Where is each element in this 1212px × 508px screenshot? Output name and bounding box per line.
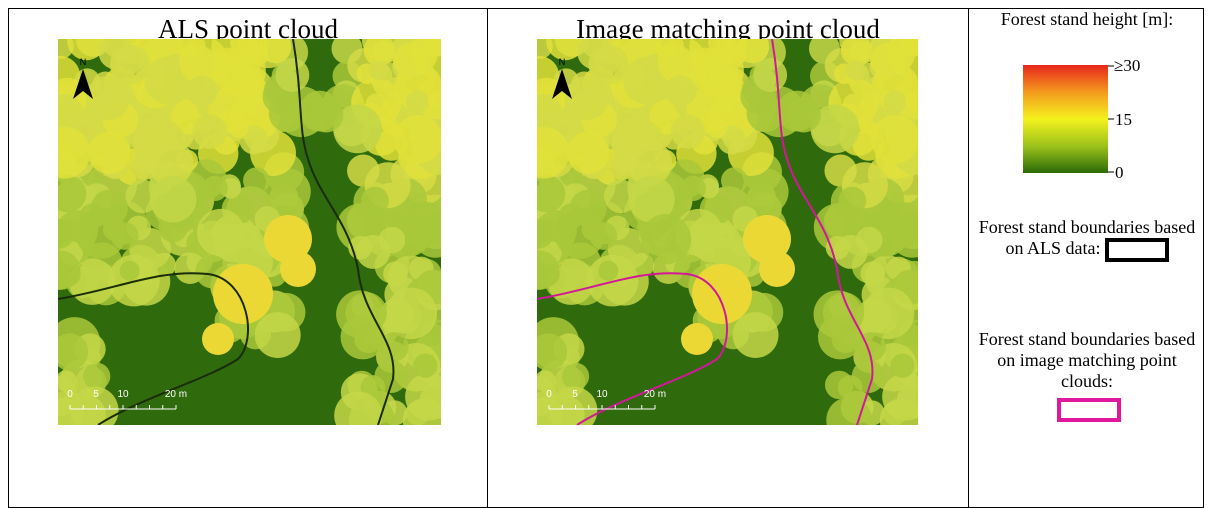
crown [413, 354, 437, 378]
legend-title: Forest stand height [m]: [969, 9, 1205, 30]
legend-swatch [1057, 398, 1121, 422]
crown [753, 58, 787, 92]
tick-label: ≥30 [1114, 56, 1140, 75]
crown [280, 251, 316, 287]
crown [150, 176, 196, 222]
crown [733, 312, 779, 358]
scale-label: 20 m [165, 389, 187, 400]
map: N 0 5 10 20 m [58, 39, 441, 425]
crown [202, 176, 227, 201]
legend-item: Forest stand boundaries based on ALS dat… [969, 217, 1205, 262]
crown [369, 60, 389, 80]
crown [213, 264, 273, 324]
scale-label: 5 [572, 389, 578, 400]
crown [406, 90, 429, 113]
crown [275, 58, 309, 92]
crown [111, 222, 139, 250]
crown [598, 261, 618, 281]
crown [890, 354, 914, 378]
crown [309, 98, 344, 133]
crown [759, 251, 795, 287]
crown [692, 264, 752, 324]
crown [83, 363, 110, 390]
north-label: N [80, 57, 87, 67]
crown [710, 223, 735, 248]
tick-label: 15 [1115, 110, 1132, 129]
crown [110, 44, 150, 84]
legend: Forest stand height [m]: ≥30 15 0 Forest… [969, 9, 1205, 507]
crown [612, 118, 663, 169]
crown [871, 115, 918, 163]
scale-label: 0 [67, 389, 73, 400]
crown [838, 187, 866, 215]
crown [567, 132, 609, 174]
crown [721, 167, 748, 194]
scale-label: 5 [93, 389, 99, 400]
crown [846, 60, 866, 80]
crown [681, 323, 713, 355]
scale-label: 20 m [644, 389, 666, 400]
crown [589, 44, 629, 84]
scale-label: 10 [117, 389, 129, 400]
north-label: N [559, 57, 566, 67]
crown [641, 214, 691, 264]
crown [681, 176, 706, 201]
crown [383, 261, 407, 285]
crown [120, 261, 140, 281]
crown [91, 190, 128, 227]
crown [860, 261, 884, 285]
crown [725, 44, 746, 65]
crown [341, 315, 386, 360]
crown [834, 235, 868, 269]
scale-label: 10 [596, 389, 608, 400]
crown [255, 312, 301, 358]
crown [883, 90, 906, 113]
crown [838, 375, 863, 400]
crown [232, 223, 257, 248]
color-ramp: ≥30 15 0 [1021, 55, 1141, 185]
scale-label: 0 [546, 389, 552, 400]
crown [247, 44, 268, 65]
crown [187, 76, 218, 107]
panel: Image matching point cloud N051020 m [488, 9, 969, 507]
crown [193, 114, 227, 148]
crown [134, 118, 185, 169]
tick-label: 0 [1115, 163, 1124, 182]
ramp [1023, 65, 1108, 173]
crown [361, 187, 389, 215]
crown [243, 167, 270, 194]
crown [356, 235, 390, 269]
crown [88, 132, 130, 174]
crown [590, 222, 618, 250]
crown [665, 76, 696, 107]
crown [570, 190, 607, 227]
legend-label: Forest stand boundaries based on image m… [975, 329, 1199, 392]
map: N 0 5 10 20 m [537, 39, 918, 425]
legend-item: Forest stand boundaries based on image m… [969, 329, 1205, 422]
crown [562, 363, 589, 390]
crown [671, 114, 705, 148]
legend-swatch [1105, 238, 1169, 262]
crown [202, 323, 234, 355]
crown [786, 98, 821, 133]
crown [394, 115, 441, 163]
